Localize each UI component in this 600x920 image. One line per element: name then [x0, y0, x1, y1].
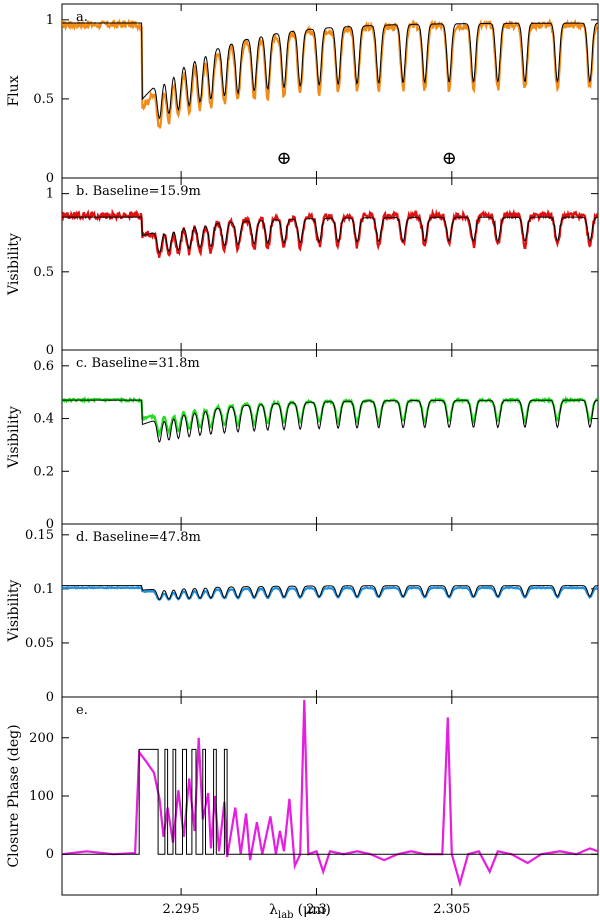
x-axis-label: λlab (μm): [269, 902, 331, 920]
panel-label: a.: [76, 10, 88, 25]
panel-label: b. Baseline=15.9m: [76, 184, 201, 199]
earth-telluric-marker: ⊕: [442, 148, 457, 169]
xtick-label: 2.3: [306, 902, 327, 917]
ytick-label: 200: [29, 731, 54, 746]
model-line: [62, 399, 598, 443]
ytick-label: 1: [46, 187, 54, 202]
panel-frame: [61, 523, 599, 698]
panel-label: d. Baseline=47.8m: [76, 530, 201, 545]
ytick-label: 0: [46, 517, 54, 532]
ytick-label: 0.4: [33, 412, 54, 427]
ytick-label: 0.5: [33, 92, 54, 107]
y-axis-label: Visibility: [6, 233, 22, 296]
ytick-label: 0.05: [25, 636, 54, 651]
ytick-label: 0: [46, 343, 54, 358]
model-line: [62, 748, 598, 855]
y-axis-label: Closure Phase (deg): [6, 724, 22, 867]
x-axis-label-unit: (μm): [298, 902, 331, 918]
panel-frame: [61, 696, 599, 896]
model-line: [62, 216, 598, 254]
ytick-label: 0: [46, 847, 54, 862]
panel-frame: [61, 349, 599, 525]
panel-label: c. Baseline=31.8m: [76, 356, 200, 371]
ytick-label: 0.6: [33, 359, 54, 374]
ytick-label: 0: [46, 690, 54, 705]
x-axis-label-sub: lab: [278, 910, 294, 920]
ytick-label: 1: [46, 13, 54, 28]
ytick-label: 100: [29, 789, 54, 804]
xtick-label: 2.295: [163, 902, 200, 917]
panel-d: 0 0.05 0.1 0.15 Visibility d. Baseline=47.8m: [6, 523, 599, 705]
y-axis-label: Flux: [6, 75, 22, 106]
ytick-label: 0.15: [25, 528, 54, 543]
data-line: [62, 17, 598, 129]
data-line: [62, 208, 598, 258]
ytick-label: 0.1: [33, 582, 54, 597]
ytick-label: 0.2: [33, 464, 54, 479]
model-line: [62, 585, 598, 601]
y-axis-label: Visibility: [6, 579, 22, 642]
panel-a: 0 0.5 1 Flux a. ⊕ ⊕: [6, 3, 599, 186]
panel-frame: [61, 177, 599, 351]
x-axis-label-main: λ: [269, 902, 278, 918]
panel-c: 0 0.2 0.4 0.6 Visibility c. Baseline=31.8m: [6, 349, 599, 532]
panel-b: 0 0.5 1 Visibility b. Baseline=15.9m: [6, 177, 599, 358]
data-line: [62, 585, 598, 601]
xtick-label: 2.305: [433, 902, 470, 917]
model-line: [62, 22, 598, 120]
panel-label: e.: [76, 703, 88, 718]
ytick-label: 0.5: [33, 265, 54, 280]
panel-e: 0 100 200 Closure Phase (deg) e.: [6, 696, 599, 896]
y-axis-label: Visibility: [6, 406, 22, 469]
earth-telluric-marker: ⊕: [276, 148, 291, 169]
ytick-label: 0: [46, 171, 54, 186]
data-line: [62, 699, 598, 888]
